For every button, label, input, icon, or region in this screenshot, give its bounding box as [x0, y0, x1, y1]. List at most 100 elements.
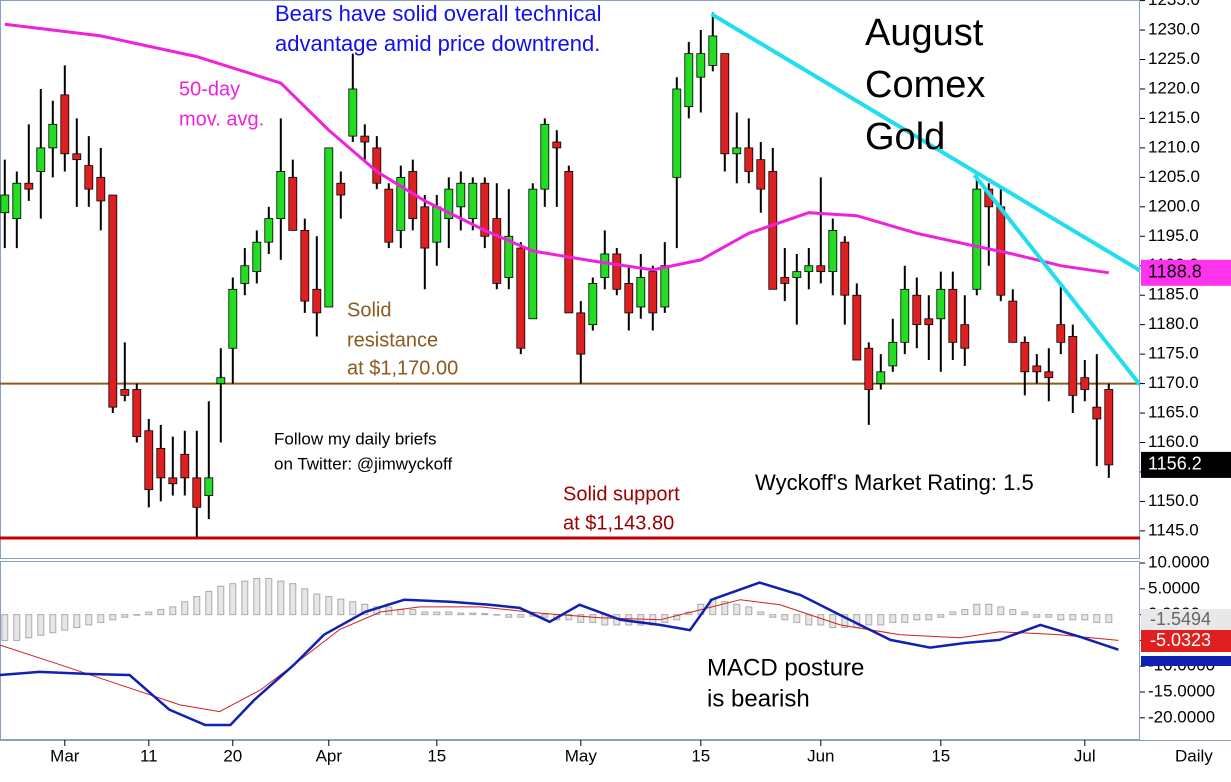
candle-body: [1020, 341, 1030, 373]
histogram-bar: [481, 613, 489, 616]
candle-body: [288, 176, 298, 231]
candle-body: [828, 229, 838, 273]
histogram-bar: [1057, 614, 1065, 621]
candle-body: [240, 265, 250, 284]
histogram-bar: [181, 601, 189, 616]
histogram-bar: [973, 603, 981, 616]
trendline: [972, 173, 1142, 387]
candle-body: [528, 188, 538, 320]
histogram-bar: [313, 593, 321, 616]
histogram-bar: [469, 612, 477, 616]
candle-body: [768, 171, 778, 290]
x-tick-label: 15: [931, 746, 950, 765]
candle-body: [732, 147, 742, 155]
candle-body: [360, 135, 370, 143]
y-tick-label: 1145.0: [1148, 520, 1199, 539]
histogram-bar: [781, 614, 789, 621]
candle-body: [72, 153, 82, 161]
candle-body: [720, 53, 730, 155]
candle-body: [276, 171, 286, 220]
candle-body: [396, 176, 406, 231]
histogram-bar: [733, 603, 741, 616]
candle-body: [300, 229, 310, 302]
candle-body: [480, 182, 490, 237]
histogram-bar: [889, 614, 897, 623]
title: August: [865, 12, 984, 54]
candle-body: [1104, 389, 1114, 466]
histogram-bar: [829, 614, 837, 629]
histogram-bar: [1069, 614, 1077, 621]
candle-body: [108, 194, 118, 408]
candle-body: [420, 206, 430, 249]
candle-body: [168, 477, 178, 485]
last-value-label: 1156.2: [1148, 454, 1202, 474]
histogram-bar: [25, 614, 33, 639]
candle-body: [492, 218, 502, 284]
histogram-bar: [817, 614, 825, 626]
candle-body: [0, 194, 10, 214]
candle-body: [948, 288, 958, 343]
candle-body: [1008, 300, 1018, 343]
candle-body: [636, 277, 646, 308]
histogram-bar: [217, 585, 225, 616]
histogram-bar: [985, 603, 993, 616]
candle-body: [708, 35, 718, 66]
support-label: at $1,143.80: [563, 512, 674, 534]
candle-body: [936, 288, 946, 320]
candle-body: [96, 176, 106, 202]
histogram-bar: [565, 614, 573, 621]
y-tick-label: 1200.0: [1148, 196, 1200, 215]
histogram-bar: [349, 601, 357, 616]
y-tick-label: 1150.0: [1148, 491, 1199, 510]
candle-body: [144, 430, 154, 491]
histogram-bar: [397, 608, 405, 616]
last-value-tag: [1141, 259, 1231, 286]
histogram-bar: [301, 588, 309, 616]
histogram-bar: [85, 614, 93, 626]
x-tick-label: May: [565, 746, 598, 765]
candle-body: [36, 147, 46, 172]
x-tick-label: 11: [140, 746, 158, 765]
histogram-bar: [49, 614, 57, 634]
candle-body: [540, 123, 550, 190]
x-tick-label: Jul: [1074, 746, 1096, 765]
y-tick-label: 1210.0: [1148, 137, 1200, 156]
histogram-bar: [457, 612, 465, 616]
candle-body: [852, 294, 862, 361]
histogram-bar: [1, 614, 9, 641]
histogram-bar: [769, 614, 777, 618]
histogram-bar: [577, 614, 585, 623]
histogram-bar: [97, 614, 105, 623]
candle-body: [48, 123, 58, 149]
histogram-bar: [157, 608, 165, 616]
candle-body: [228, 288, 238, 349]
candle-body: [924, 318, 934, 326]
x-tick-label: 20: [223, 746, 242, 765]
y-tick-label: 10.0000: [1148, 553, 1209, 572]
rating: Wyckoff's Market Rating: 1.5: [755, 470, 1034, 495]
histogram-bar: [925, 614, 933, 621]
x-tick-label: 15: [427, 746, 446, 765]
resistance-label: resistance: [347, 329, 438, 351]
histogram-bar: [505, 614, 513, 618]
histogram-bar: [133, 614, 141, 616]
candle-body: [312, 288, 322, 314]
histogram-bar: [1009, 608, 1017, 616]
y-tick-label: 1175.0: [1148, 344, 1199, 363]
histogram-bar: [445, 611, 453, 616]
candle-body: [696, 53, 706, 78]
candle-body: [444, 188, 454, 220]
ma-label: mov. avg.: [179, 108, 264, 130]
histogram-bar: [517, 614, 525, 618]
candle-body: [960, 324, 970, 349]
histogram-bar: [265, 578, 273, 616]
moving-average: [4, 22, 1110, 275]
ma-label: 50-day: [179, 78, 240, 100]
candle-body: [1032, 365, 1042, 373]
candle-body: [468, 182, 478, 220]
candle-body: [876, 371, 886, 384]
y-tick-label: 1205.0: [1148, 167, 1200, 186]
histogram-bar: [793, 614, 801, 623]
y-tick-label: 1235.0: [1148, 0, 1200, 9]
